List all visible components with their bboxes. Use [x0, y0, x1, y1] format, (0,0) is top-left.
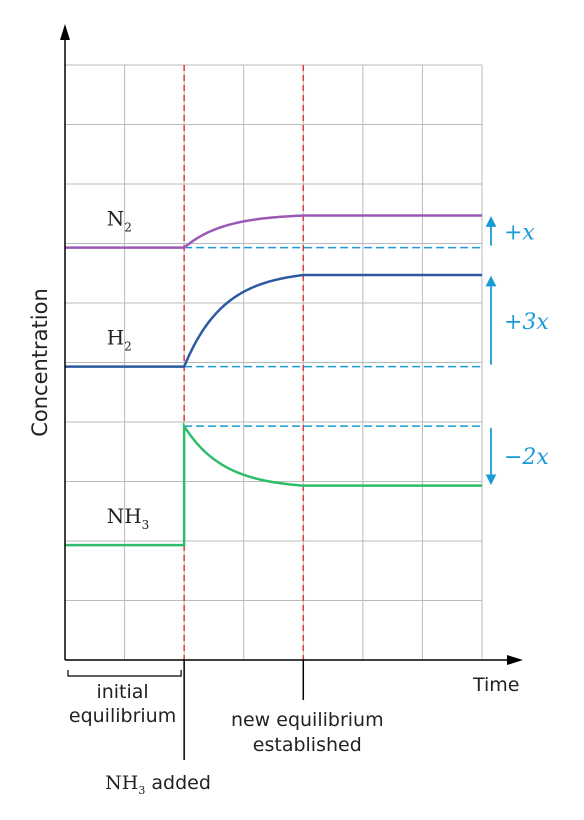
- y-axis-arrow: [60, 24, 70, 40]
- series-label: H2: [107, 326, 132, 354]
- series-label: N2: [107, 207, 132, 235]
- series-line: [65, 273, 482, 368]
- x-axis-arrow: [507, 655, 523, 665]
- series-label: NH3: [107, 504, 150, 532]
- y-axis-label: Concentration: [28, 288, 52, 437]
- x-axis-label: Time: [472, 674, 520, 696]
- change-label: −2x: [504, 445, 549, 470]
- initial-bracket: [67, 670, 182, 677]
- new-equilibrium-label: established: [253, 734, 362, 756]
- change-label: +3x: [504, 310, 549, 335]
- initial-equilibrium-label: equilibrium: [69, 705, 176, 727]
- initial-equilibrium-label: initial: [96, 681, 148, 703]
- new-equilibrium-label: new equilibrium: [231, 709, 384, 731]
- series-line: [65, 421, 482, 547]
- nh3-added-label: NH3 added: [105, 772, 211, 797]
- series-line: [65, 214, 482, 249]
- change-label: +x: [504, 221, 535, 246]
